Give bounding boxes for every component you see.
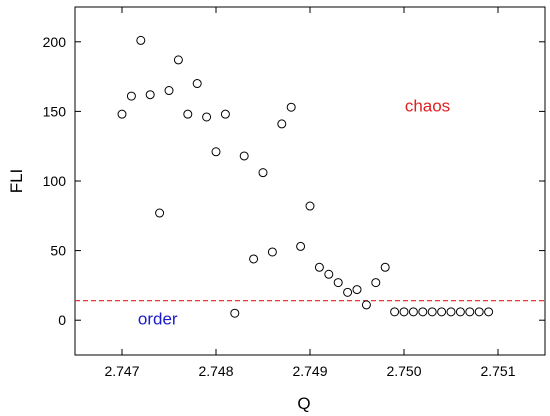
y-axis-label: FLI <box>7 169 26 194</box>
data-point <box>296 241 306 251</box>
data-point <box>230 308 240 318</box>
x-axis-label: Q <box>297 394 310 413</box>
data-point <box>399 307 409 317</box>
data-point <box>202 112 212 122</box>
data-point <box>117 109 127 119</box>
data-point <box>136 35 146 45</box>
data-point <box>352 285 362 295</box>
data-point <box>286 102 296 112</box>
y-tick-label: 150 <box>43 103 67 119</box>
x-tick-label: 2.748 <box>198 363 233 379</box>
data-point <box>220 109 230 119</box>
data-point <box>277 119 287 129</box>
data-point <box>249 254 259 264</box>
data-point <box>380 262 390 272</box>
data-point <box>474 307 484 317</box>
x-tick-label: 2.749 <box>292 363 327 379</box>
annotation-chaos: chaos <box>405 96 450 115</box>
data-point <box>314 262 324 272</box>
x-tick-label: 2.750 <box>386 363 421 379</box>
data-point <box>371 278 381 288</box>
data-point <box>324 269 334 279</box>
y-tick-label: 100 <box>43 173 67 189</box>
annotation-order: order <box>138 309 178 328</box>
data-point <box>305 201 315 211</box>
data-point <box>484 307 494 317</box>
data-point <box>126 91 136 101</box>
data-point <box>239 151 249 161</box>
plot-frame <box>74 6 546 356</box>
data-point <box>211 147 221 157</box>
data-point <box>390 307 400 317</box>
data-point <box>267 247 277 257</box>
x-tick-label: 2.751 <box>480 363 515 379</box>
y-tick-label: 200 <box>43 34 67 50</box>
data-point <box>446 307 456 317</box>
data-point <box>427 307 437 317</box>
x-tick-label: 2.747 <box>104 363 139 379</box>
y-tick-label: 0 <box>58 312 66 328</box>
y-tick-label: 50 <box>50 243 66 259</box>
data-point <box>258 168 268 178</box>
data-point <box>418 307 428 317</box>
data-point <box>192 79 202 89</box>
data-point <box>183 109 193 119</box>
plot-area: 2.747 2.748 2.749 2.750 2.751 0 50 100 150 200 Q FL… <box>7 6 546 413</box>
data-point <box>343 287 353 297</box>
data-point <box>465 307 475 317</box>
data-point <box>455 307 465 317</box>
data-point <box>145 90 155 100</box>
data-point <box>173 55 183 65</box>
data-point <box>164 86 174 96</box>
data-point <box>408 307 418 317</box>
data-point <box>155 208 165 218</box>
data-point <box>437 307 447 317</box>
data-point <box>333 278 343 288</box>
data-point <box>361 300 371 310</box>
